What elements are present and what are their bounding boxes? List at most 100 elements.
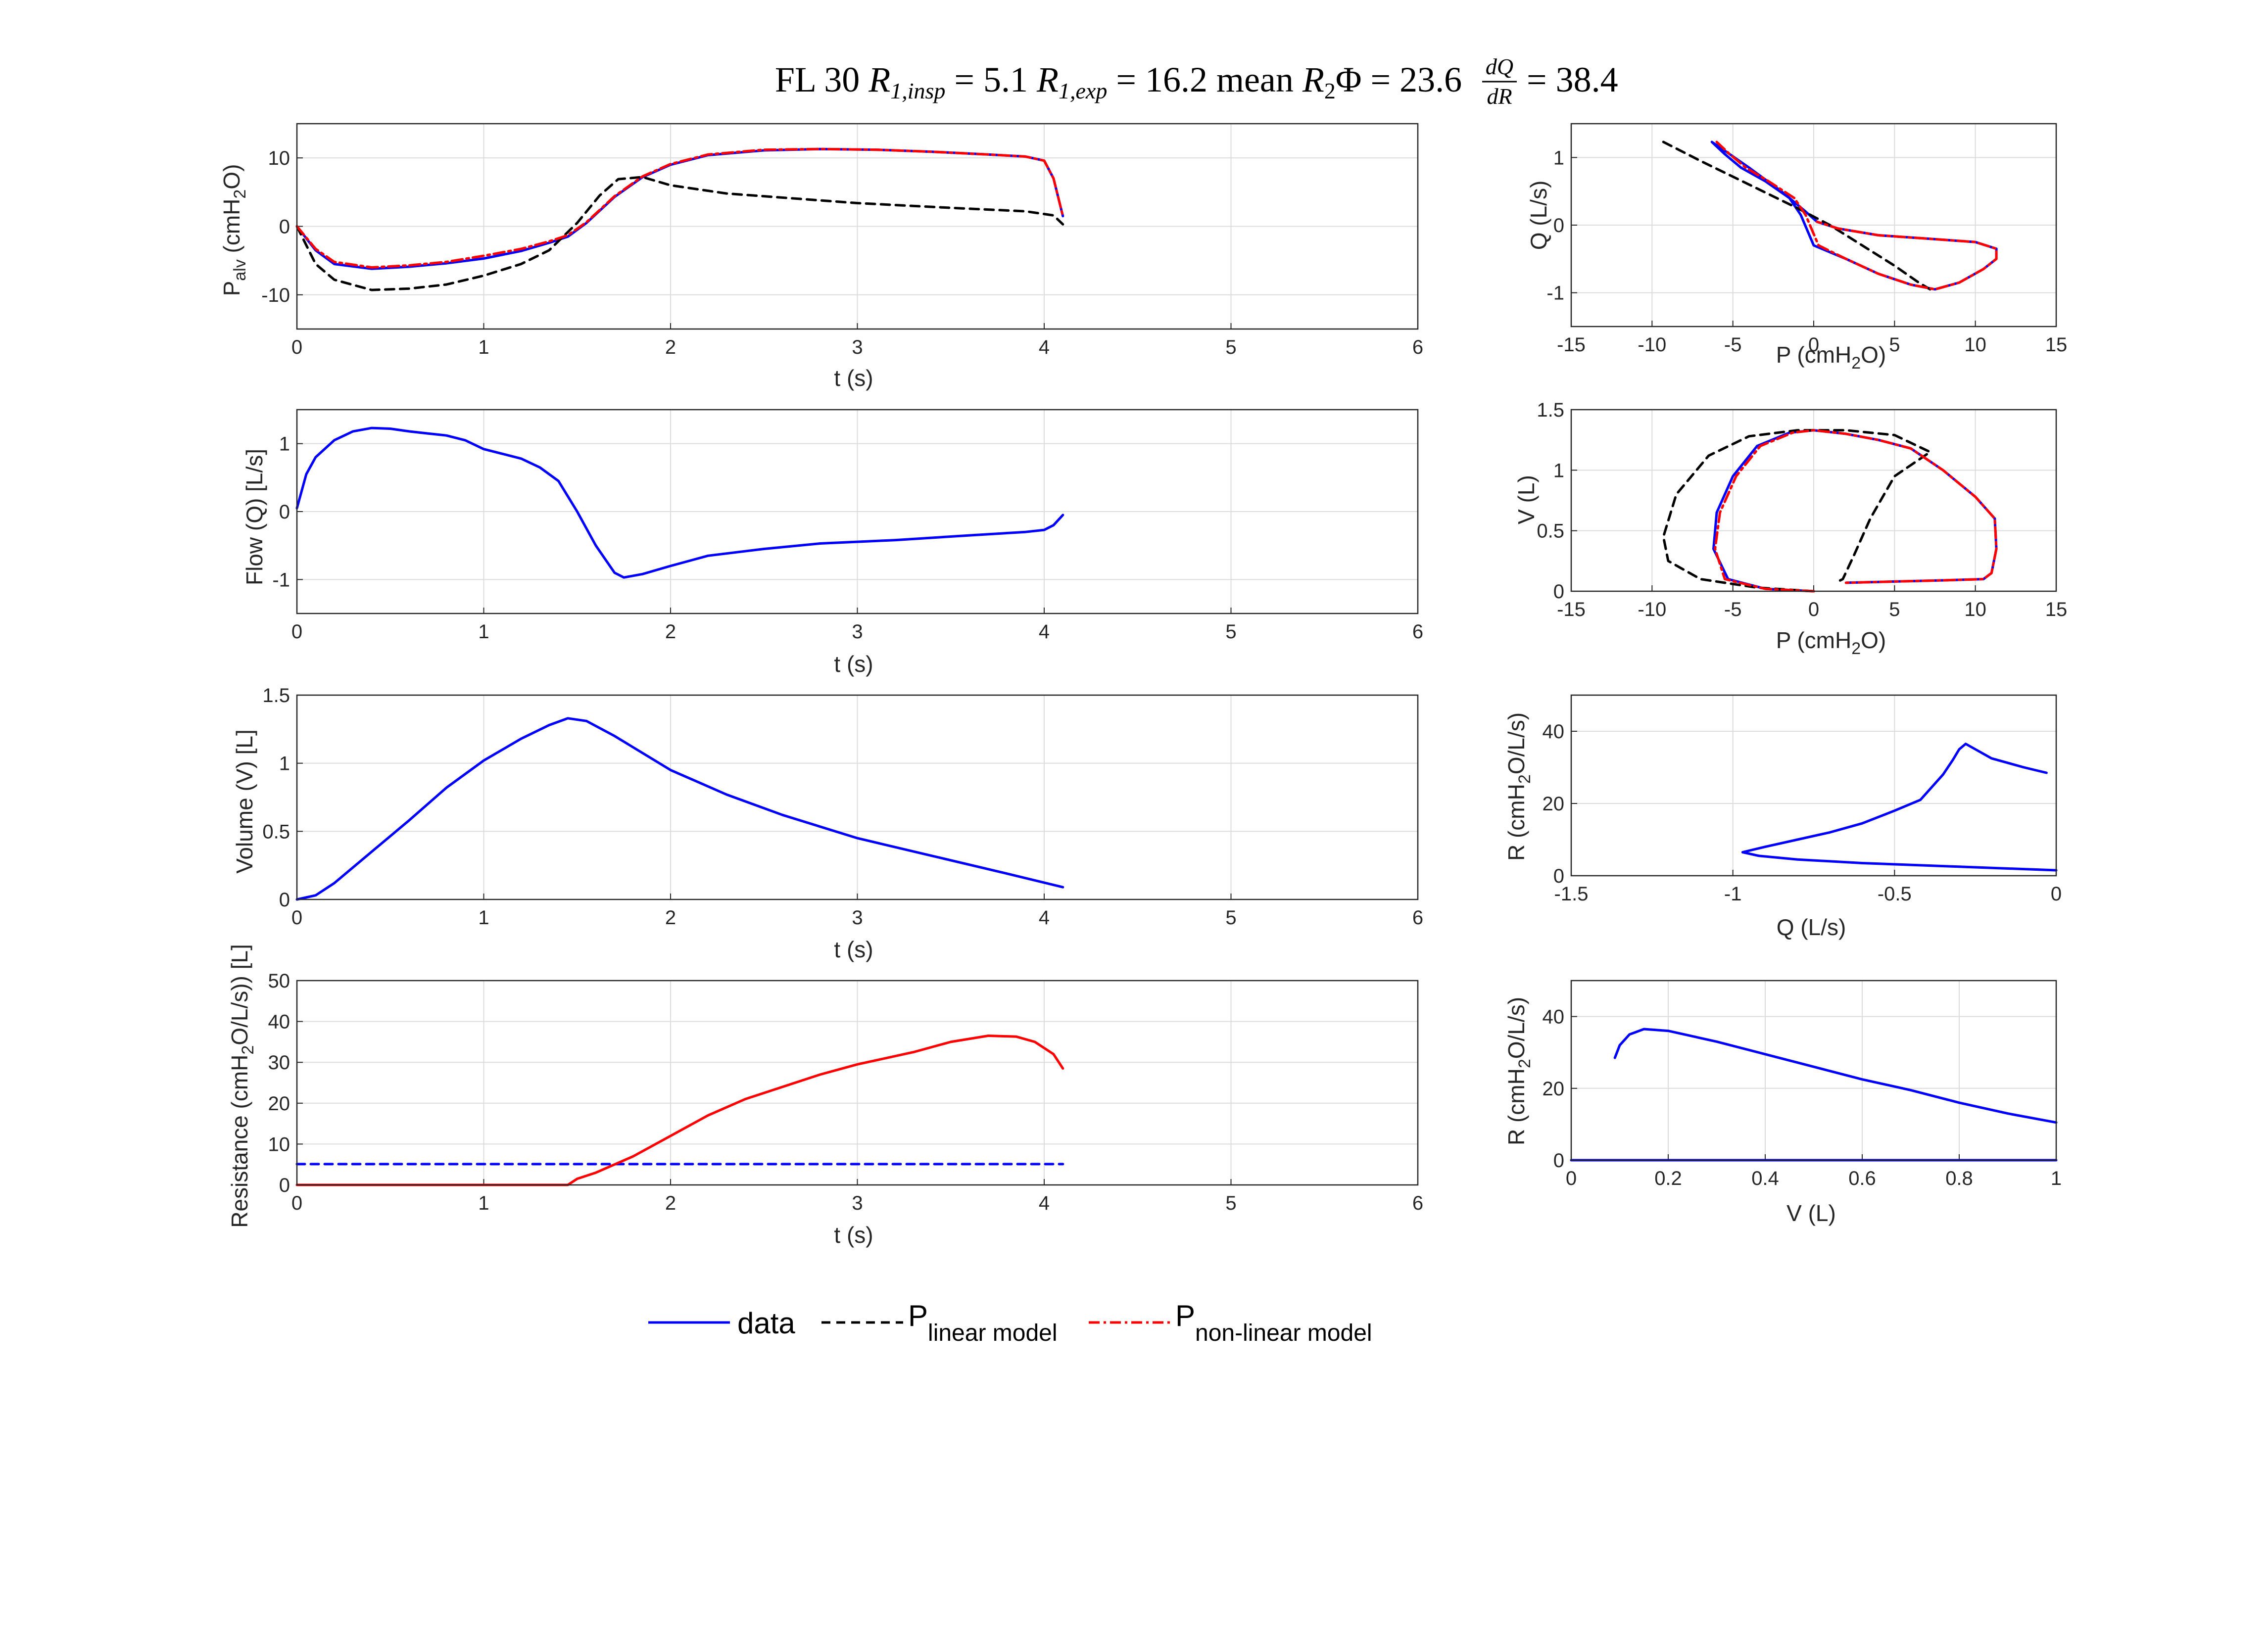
title-frac-den: dR xyxy=(1487,84,1512,109)
vp-xtick-label: 15 xyxy=(2045,599,2068,620)
axes-vp: -15 -10 -5 0 5 10 15 0 0.5 1 1.5 xyxy=(1537,399,2067,620)
rv-xtick-label: 1 xyxy=(2051,1168,2062,1189)
resistance-ytick-label: 30 xyxy=(268,1052,290,1074)
qp-xtick-label: 5 xyxy=(1889,334,1900,356)
rv-xtick-label: 0 xyxy=(1566,1168,1577,1189)
title-mean-word: mean xyxy=(1216,60,1294,99)
rv-xtick-label: 0.2 xyxy=(1654,1168,1682,1189)
title-r1exp-eq: = 16.2 xyxy=(1116,60,1207,99)
volume-xtick-label: 3 xyxy=(852,907,863,929)
vp-ylabel: V (L) xyxy=(1513,475,1539,524)
vp-ytick-label: 0 xyxy=(1553,581,1564,603)
flow-xtick-label: 0 xyxy=(291,621,302,643)
palv-xtick-label: 5 xyxy=(1225,336,1236,358)
palv-series-linear-1 xyxy=(295,176,1064,291)
title-r2-eq: = 23.6 xyxy=(1371,60,1462,99)
qp-xtick-label: 0 xyxy=(1808,334,1819,356)
resistance-xtick-label: 1 xyxy=(478,1192,489,1214)
title-r2-sub: 2 xyxy=(1324,78,1336,103)
qp-frame xyxy=(1570,123,2057,328)
rq-ytick-label: 20 xyxy=(1543,793,1565,815)
rq-xtick-label: 0 xyxy=(2051,883,2062,905)
rq-plot-bg xyxy=(1571,695,2056,876)
volume-frame xyxy=(296,694,1419,900)
flow-xtick-label: 1 xyxy=(478,621,489,643)
rq-series-data-0 xyxy=(1741,743,2058,872)
vp-xtick-label: -5 xyxy=(1724,599,1742,620)
qp-xlabel: P (cmH2O) xyxy=(1776,342,1886,373)
qp-xtick-label: 10 xyxy=(1964,334,1986,356)
legend-linear-label: Plinear model xyxy=(908,1299,1058,1346)
resistance-ytick-label: 20 xyxy=(268,1093,290,1115)
rq-xtick-label: -1 xyxy=(1724,883,1742,905)
qp-ytick-label: 0 xyxy=(1553,215,1564,236)
rq-frame xyxy=(1570,694,2057,877)
vp-series-nonlinear-2 xyxy=(1714,429,1998,593)
legend-data-label: data xyxy=(737,1307,795,1340)
palv-xtick-label: 4 xyxy=(1039,336,1050,358)
title-r1exp-sym: R xyxy=(1036,60,1059,99)
flow-xtick-label: 2 xyxy=(665,621,676,643)
vp-ytick-label: 1 xyxy=(1553,460,1564,481)
axes-rv: 0 0.2 0.4 0.6 0.8 1 0 20 40 xyxy=(1543,980,2062,1189)
vp-xtick-label: -10 xyxy=(1638,599,1666,620)
resistance-xtick-label: 3 xyxy=(852,1192,863,1214)
legend: data Plinear model Pnon-linear model xyxy=(648,1299,1372,1346)
rv-xtick-label: 0.6 xyxy=(1848,1168,1876,1189)
flow-xtick-label: 4 xyxy=(1039,621,1050,643)
axes-volume: 0 1 2 3 4 5 6 0 0.5 1 1.5 xyxy=(262,685,1423,929)
flow-xtick-label: 3 xyxy=(852,621,863,643)
palv-xtick-label: 1 xyxy=(478,336,489,358)
title-r2-sym: R xyxy=(1302,60,1324,99)
volume-ylabel: Volume (V) [L] xyxy=(232,729,257,873)
title-fraction: dQ dR = 38.4 xyxy=(1482,54,1618,109)
volume-series-data-0 xyxy=(295,717,1064,901)
volume-ytick-label: 0 xyxy=(279,889,290,911)
vp-xtick-label: 5 xyxy=(1889,599,1900,620)
palv-series-nonlinear-2 xyxy=(295,147,1064,269)
palv-frame xyxy=(296,123,1419,330)
title-frac-num: dQ xyxy=(1486,54,1513,79)
palv-xlabel: t (s) xyxy=(834,365,873,391)
qp-xtick-label: 15 xyxy=(2045,334,2068,356)
rv-ytick-label: 40 xyxy=(1543,1006,1565,1028)
resistance-xtick-label: 4 xyxy=(1039,1192,1050,1214)
flow-xlabel: t (s) xyxy=(834,651,873,677)
resistance-ytick-label: 10 xyxy=(268,1133,290,1155)
palv-ytick-label: 0 xyxy=(279,216,290,238)
vp-xtick-label: 10 xyxy=(1964,599,1986,620)
volume-ytick-label: 1.5 xyxy=(262,685,290,707)
resistance-ytick-label: 50 xyxy=(268,970,290,992)
rv-series-data-1 xyxy=(1613,1028,2058,1124)
rq-xtick-label: -1.5 xyxy=(1554,883,1589,905)
volume-ytick-label: 1 xyxy=(279,753,290,775)
title-r1insp-sym: R xyxy=(868,60,890,99)
resistance-xtick-label: 2 xyxy=(665,1192,676,1214)
volume-ytick-label: 0.5 xyxy=(262,821,290,843)
resistance-ytick-label: 0 xyxy=(279,1175,290,1196)
vp-ytick-label: 0.5 xyxy=(1537,520,1564,542)
volume-xtick-label: 4 xyxy=(1039,907,1050,929)
rv-ylabel: R (cmH2O/L/s) xyxy=(1503,997,1534,1145)
vp-ytick-label: 1.5 xyxy=(1537,399,1564,421)
resistance-xtick-label: 6 xyxy=(1412,1192,1423,1214)
qp-ytick-label: 1 xyxy=(1553,147,1564,169)
resistance-series-nonlinear_solid-1 xyxy=(295,1035,1064,1186)
rq-xlabel: Q (L/s) xyxy=(1777,914,1846,940)
title-r1insp-sub: 1,insp xyxy=(890,78,945,103)
flow-frame xyxy=(296,409,1419,614)
palv-xtick-label: 3 xyxy=(852,336,863,358)
title-r1insp-eq: = 5.1 xyxy=(954,60,1028,99)
qp-xtick-label: -15 xyxy=(1557,334,1586,356)
rv-ytick-label: 20 xyxy=(1543,1078,1565,1100)
resistance-frame xyxy=(296,980,1419,1186)
rv-plot-bg xyxy=(1571,981,2056,1160)
volume-xtick-label: 6 xyxy=(1412,907,1423,929)
qp-series-nonlinear-2 xyxy=(1715,141,1998,291)
resistance-ylabel: Resistance (cmH2O/L/s)) [L] xyxy=(227,944,257,1228)
resistance-xtick-label: 0 xyxy=(291,1192,302,1214)
rv-xtick-label: 0.4 xyxy=(1751,1168,1779,1189)
vp-xtick-label: -15 xyxy=(1557,599,1586,620)
palv-ytick-label: -10 xyxy=(261,284,290,306)
vp-xtick-label: 0 xyxy=(1808,599,1819,620)
